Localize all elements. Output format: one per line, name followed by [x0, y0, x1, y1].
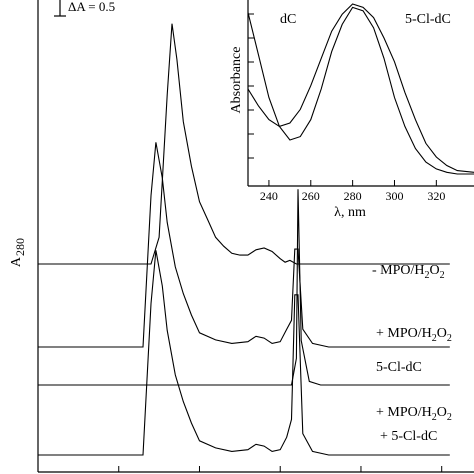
y-axis-label-sub: 280: [13, 238, 27, 256]
main-x-ticks: 5 10 15 20 25: [116, 466, 448, 474]
scale-bar: ΔA = 0.5: [54, 0, 115, 17]
inset-x-tick-label-280: 280: [344, 189, 362, 203]
chromatogram-trace-4: [38, 250, 450, 456]
inset-label-5-Cl-dC: 5-Cl-dC: [405, 12, 451, 27]
main-x-tick-label-10: 10: [193, 471, 205, 474]
inset-x-tick-label-320: 320: [427, 189, 445, 203]
svg-text:+ MPO/H2O2: + MPO/H2O2: [376, 326, 452, 344]
svg-text:+ MPO/H2O2: + MPO/H2O2: [376, 405, 452, 423]
inset-trace-5-Cl-dC: [247, 3, 474, 173]
trace-label-4-line2: + 5-Cl-dC: [380, 429, 437, 444]
inset-panel: 240 260 280 300 320 Absorbance λ, nm dC 5-Cl…: [229, 0, 474, 220]
main-x-tick-label-20: 20: [355, 471, 367, 474]
scale-bar-label: ΔA = 0.5: [68, 0, 115, 14]
y-axis-label: A 280: [9, 238, 27, 267]
inset-x-ticks: 240 260 280 300 320: [260, 180, 445, 203]
chromatogram-trace-2: [38, 142, 450, 348]
inset-y-ticks: [248, 13, 254, 159]
inset-label-dC: dC: [280, 12, 296, 27]
trace-label-3: 5-Cl-dC: [376, 360, 422, 375]
svg-text:5-Cl-dC: 5-Cl-dC: [376, 360, 422, 375]
y-axis-label-main: A: [9, 256, 24, 267]
chromatogram-trace-1: [38, 23, 450, 265]
trace-label-1: - MPO/H2O2: [372, 263, 445, 281]
svg-text:- MPO/H2O2: - MPO/H2O2: [372, 263, 445, 281]
inset-traces: [247, 3, 474, 175]
inset-x-axis-label: λ, nm: [334, 205, 366, 220]
trace-label-4: + MPO/H2O2 + 5-Cl-dC: [376, 405, 452, 444]
trace-label-2: + MPO/H2O2: [376, 326, 452, 344]
inset-x-tick-label-240: 240: [260, 189, 278, 203]
main-x-tick-label-15: 15: [274, 471, 286, 474]
inset-y-axis-label: Absorbance: [229, 47, 244, 114]
inset-x-tick-label-260: 260: [302, 189, 320, 203]
main-x-tick-label-25: 25: [436, 471, 448, 474]
inset-x-tick-label-300: 300: [385, 189, 403, 203]
chromatogram-traces: [38, 23, 450, 456]
chromatogram-trace-3: [38, 189, 450, 386]
main-x-tick-label-5: 5: [116, 471, 122, 474]
inset-trace-dC: [247, 6, 474, 175]
